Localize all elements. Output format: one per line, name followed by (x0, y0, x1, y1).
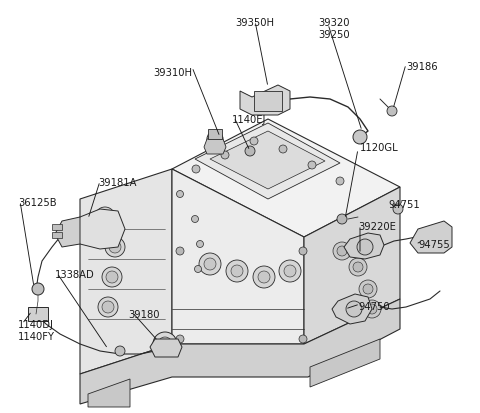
Polygon shape (204, 140, 226, 154)
Circle shape (279, 260, 301, 282)
Circle shape (226, 260, 248, 282)
Text: 1120GL: 1120GL (360, 142, 398, 153)
Circle shape (177, 191, 183, 198)
Circle shape (349, 259, 367, 276)
Circle shape (158, 337, 172, 351)
Polygon shape (310, 339, 380, 387)
Circle shape (359, 280, 377, 298)
Text: 39186: 39186 (406, 62, 438, 72)
Circle shape (279, 146, 287, 154)
Circle shape (367, 304, 377, 314)
Circle shape (99, 211, 111, 223)
Text: 36125B: 36125B (18, 197, 57, 207)
Polygon shape (55, 218, 80, 247)
Circle shape (393, 204, 403, 214)
Polygon shape (150, 339, 182, 357)
Circle shape (337, 214, 347, 224)
Circle shape (353, 131, 367, 145)
Circle shape (387, 107, 397, 117)
Text: 39350H: 39350H (236, 18, 275, 28)
Text: 1338AD: 1338AD (55, 269, 95, 279)
Circle shape (284, 266, 296, 277)
Text: 1140EJ: 1140EJ (232, 115, 266, 125)
Text: 39310H: 39310H (153, 68, 192, 78)
Circle shape (363, 284, 373, 294)
Polygon shape (80, 170, 172, 374)
Circle shape (115, 346, 125, 356)
Circle shape (207, 132, 223, 147)
Circle shape (204, 259, 216, 271)
Polygon shape (240, 86, 290, 116)
Bar (254, 92, 282, 112)
Circle shape (199, 254, 221, 275)
Circle shape (153, 332, 177, 356)
Text: 94751: 94751 (388, 199, 420, 209)
Polygon shape (195, 124, 340, 199)
Circle shape (105, 237, 125, 257)
Circle shape (98, 297, 118, 317)
Polygon shape (410, 221, 452, 254)
Circle shape (258, 271, 270, 283)
Circle shape (337, 247, 347, 256)
Circle shape (308, 161, 316, 170)
Circle shape (299, 247, 307, 255)
Circle shape (192, 166, 200, 173)
Circle shape (333, 242, 351, 260)
Circle shape (346, 301, 362, 317)
Circle shape (196, 241, 204, 248)
Circle shape (102, 301, 114, 313)
Circle shape (32, 283, 44, 295)
Bar (208, 130, 222, 140)
Text: 94755: 94755 (418, 240, 450, 249)
Circle shape (102, 267, 122, 287)
Circle shape (106, 271, 118, 283)
Polygon shape (344, 233, 384, 259)
Circle shape (231, 266, 243, 277)
Circle shape (194, 266, 202, 273)
Circle shape (221, 152, 229, 159)
Circle shape (176, 335, 184, 343)
Circle shape (353, 262, 363, 272)
Circle shape (192, 216, 199, 223)
Circle shape (357, 240, 373, 255)
Circle shape (299, 335, 307, 343)
Bar (52, 233, 62, 238)
Circle shape (176, 247, 184, 255)
Text: 94750: 94750 (358, 301, 390, 311)
Text: 1140DJ
1140FY: 1140DJ 1140FY (18, 319, 55, 341)
Polygon shape (88, 379, 130, 407)
Circle shape (336, 178, 344, 185)
Polygon shape (80, 299, 400, 404)
Circle shape (95, 207, 115, 228)
Polygon shape (304, 188, 400, 344)
Text: 39180: 39180 (128, 309, 159, 319)
Circle shape (363, 300, 381, 318)
Bar (28, 307, 48, 321)
Text: 39220E: 39220E (358, 221, 396, 231)
Polygon shape (332, 294, 372, 324)
Circle shape (245, 147, 255, 157)
Bar (52, 224, 62, 230)
Text: 39181A: 39181A (98, 178, 136, 188)
Text: 39320
39250: 39320 39250 (318, 18, 349, 40)
Circle shape (109, 242, 121, 254)
Circle shape (250, 138, 258, 146)
Circle shape (253, 266, 275, 288)
Polygon shape (72, 209, 125, 249)
Polygon shape (172, 170, 304, 344)
Polygon shape (172, 120, 400, 237)
Polygon shape (210, 132, 325, 190)
